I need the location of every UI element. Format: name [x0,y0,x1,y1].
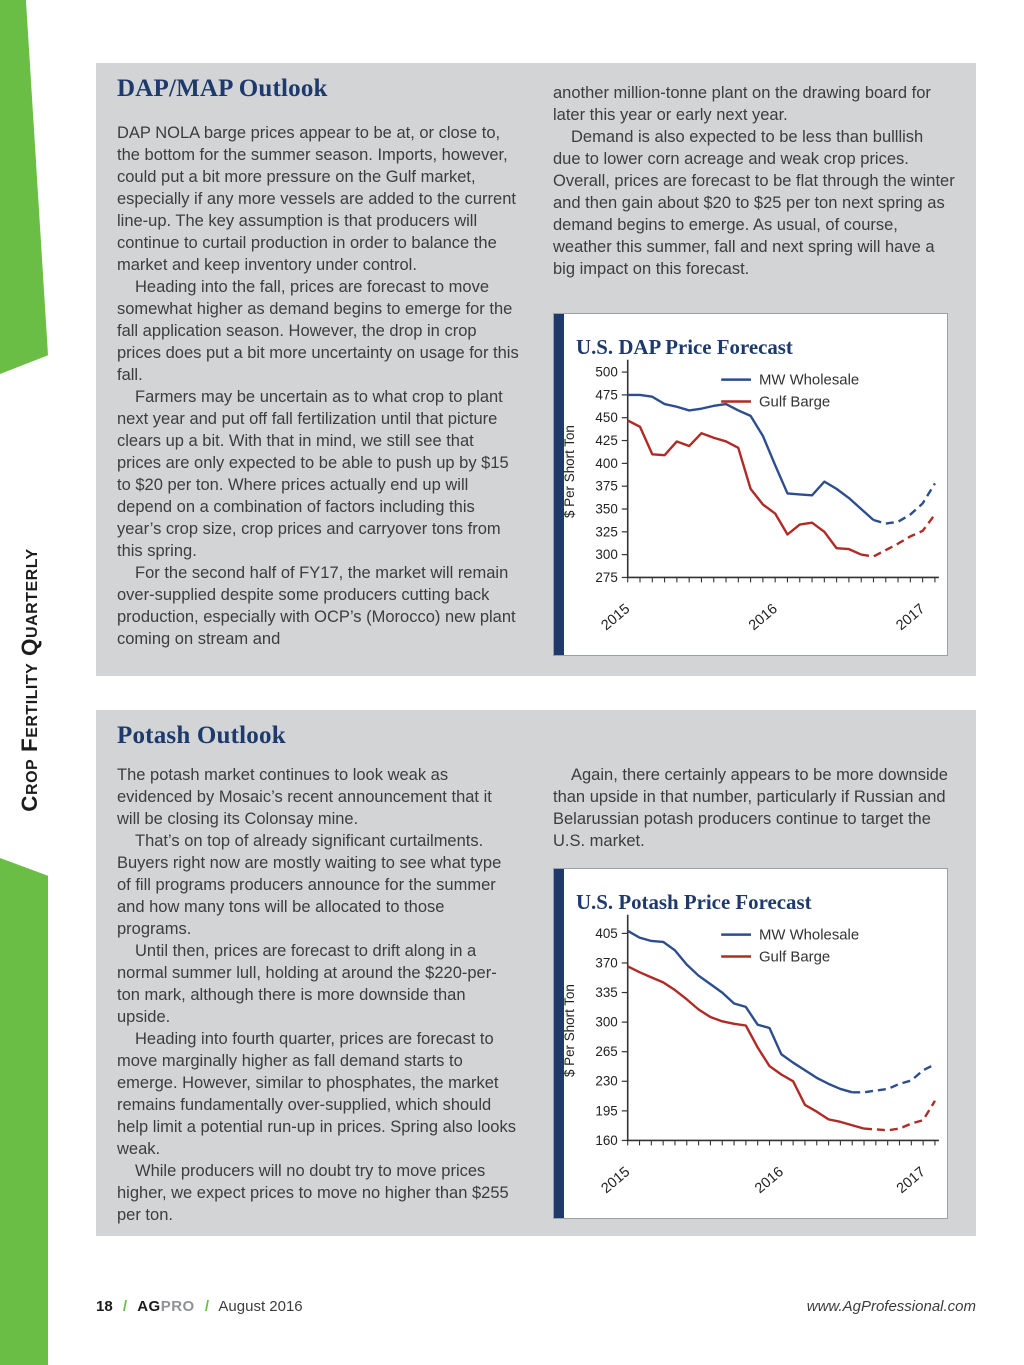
brand-pro: PRO [160,1298,195,1315]
page-footer: 18 / AGPRO / August 2016 www.AgProfessio… [96,1298,976,1322]
y-axis-label: $ Per Short Ton [562,984,577,1077]
page-number: 18 [96,1298,113,1315]
y-tick-label: 300 [595,1015,617,1030]
paragraph: That’s on top of already significant cur… [117,832,502,938]
potash-chart-panel: U.S. Potash Price Forecast 405 370 335 300 26… [553,868,948,1219]
issue-date: August 2016 [218,1298,303,1315]
paragraph: Demand is also expected to be less than … [553,128,955,278]
series-line-solid [627,419,862,556]
potash-left-column: The potash market continues to look weak… [117,764,519,1226]
y-tick-label: 160 [595,1133,617,1148]
series-line-forecast [873,482,936,525]
footer-left: 18 / AGPRO / August 2016 [96,1298,303,1315]
paragraph: Heading into the fall, prices are foreca… [117,278,519,384]
paragraph: While producers will no doubt try to mov… [117,1162,509,1224]
dap-left-column: DAP NOLA barge prices appear to be at, o… [117,122,519,650]
series-line-solid [627,393,875,521]
sidebar-vertical-label: Crop Fertility Quarterly [17,548,42,812]
x-tick-label: 2017 [894,1164,929,1197]
legend-label: Gulf Barge [759,949,830,965]
y-tick-label: 500 [595,365,617,380]
paragraph: DAP NOLA barge prices appear to be at, o… [117,124,516,274]
y-tick-label: 450 [595,410,617,425]
y-tick-label: 275 [595,570,617,585]
dap-map-article-box: DAP/MAP Outlook DAP NOLA barge prices ap… [96,63,976,676]
website-url: www.AgProfessional.com [806,1298,976,1315]
paragraph: Heading into fourth quarter, prices are … [117,1030,516,1158]
x-tick-label: 2016 [746,601,781,634]
green-ribbon-top [0,0,48,374]
axis-lines [626,359,939,579]
legend-label: MW Wholesale [759,928,859,944]
x-tick-label: 2015 [598,1164,633,1197]
paragraph: The potash market continues to look weak… [117,766,492,828]
chart-title: U.S. DAP Price Forecast [576,335,793,359]
dap-chart-panel: U.S. DAP Price Forecast 500 475 450 425 400 37… [553,313,948,656]
y-tick-label: 195 [595,1103,617,1118]
chart-title: U.S. Potash Price Forecast [576,890,812,914]
series-line-forecast [863,1100,936,1132]
chart-accent-bar [554,869,564,1218]
series-line-forecast [852,1063,936,1094]
series-line-solid [627,965,865,1130]
y-tick-label: 230 [595,1074,617,1089]
y-tick-label: 350 [595,501,617,516]
footer-separator: / [122,1298,128,1315]
legend-label: Gulf Barge [759,394,830,410]
y-tick-label: 300 [595,547,617,562]
y-tick-label: 335 [595,985,617,1000]
green-ribbon-bottom [0,858,48,1365]
dap-right-column: another million-tonne plant on the drawi… [553,82,955,280]
series-line-forecast [860,513,936,558]
y-tick-label: 265 [595,1044,617,1059]
x-tick-label: 2016 [752,1164,787,1197]
y-tick-label: 400 [595,456,617,471]
footer-separator: / [204,1298,210,1315]
y-axis-label: $ Per Short Ton [562,425,577,518]
paragraph: Until then, prices are forecast to drift… [117,942,497,1026]
potash-right-column: Again, there certainly appears to be mor… [553,764,955,852]
series-line-solid [627,929,853,1094]
paragraph: For the second half of FY17, the market … [117,564,516,648]
brand-ag: AG [137,1298,161,1315]
paragraph: Again, there certainly appears to be mor… [553,766,948,850]
y-tick-label: 405 [595,926,617,941]
legend-label: MW Wholesale [759,373,859,389]
potash-price-forecast-chart: U.S. Potash Price Forecast 405 370 335 300 26… [562,890,939,1197]
x-tick-label: 2017 [893,601,928,634]
y-tick-label: 475 [595,387,617,402]
dap-price-forecast-chart: U.S. DAP Price Forecast 500 475 450 425 400 37… [562,335,939,634]
y-tick-label: 425 [595,433,617,448]
y-tick-label: 370 [595,955,617,970]
y-tick-label: 375 [595,479,617,494]
potash-article-box: Potash Outlook The potash market continu… [96,710,976,1236]
dap-map-title: DAP/MAP Outlook [117,75,328,102]
paragraph: another million-tonne plant on the drawi… [553,84,931,124]
paragraph: Farmers may be uncertain as to what crop… [117,388,509,560]
y-tick-label: 325 [595,524,617,539]
chart-accent-bar [554,314,564,655]
potash-title: Potash Outlook [117,722,286,749]
x-tick-label: 2015 [598,601,633,634]
